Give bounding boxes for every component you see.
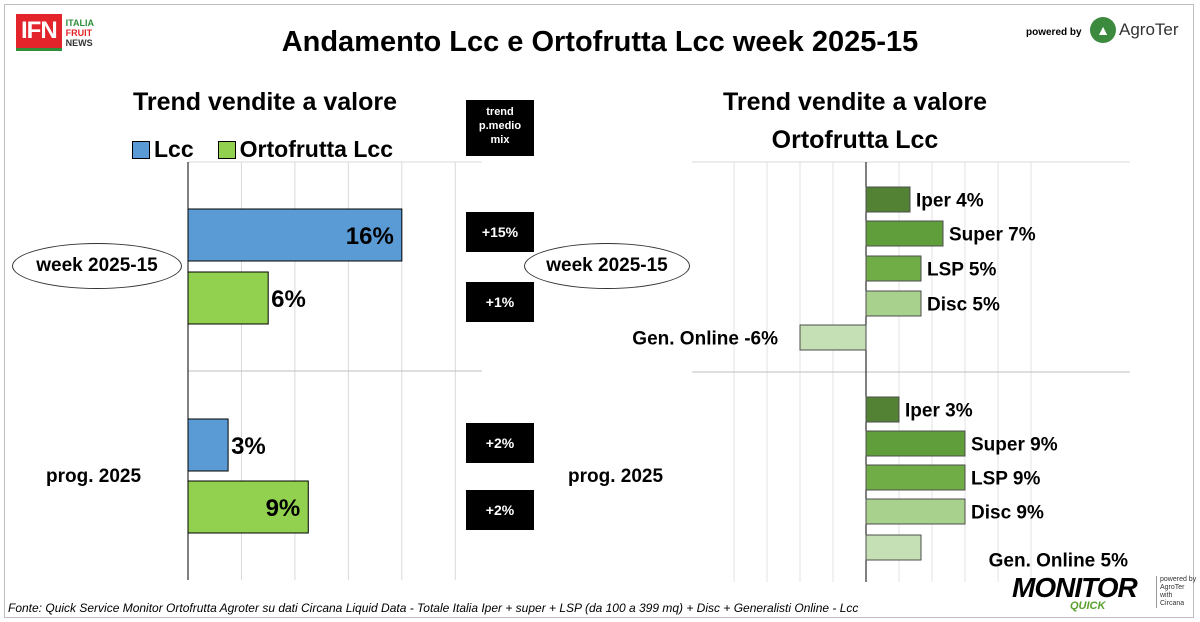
bar-gen-online-prog-2025 [865, 534, 922, 561]
monitor-side-credits: powered by AgroTer with Circana [1156, 576, 1196, 608]
bar-disc-prog-2025 [865, 498, 966, 525]
legend: Lcc Ortofrutta Lcc [132, 136, 393, 163]
source-footnote: Fonte: Quick Service Monitor Ortofrutta … [8, 601, 859, 615]
tree-icon: ▲ [1090, 17, 1116, 43]
monitor-quick-label: QUICK [1070, 600, 1106, 612]
data-label-disc-week-2025-15: Disc 5% [927, 295, 1000, 316]
data-label-iper-week-2025-15: Iper 4% [916, 191, 984, 212]
legend-label-lcc: Lcc [154, 136, 194, 162]
side-credit-4: Circana [1160, 600, 1185, 607]
ifn-line-1: ITALIA [65, 17, 94, 28]
data-label-super-prog-2025: Super 9% [971, 435, 1058, 456]
left-group-label-prog: prog. 2025 [46, 466, 142, 487]
agroter-logo: ▲ AgroTer [1090, 17, 1179, 43]
bar-lcc-week-2025-15 [187, 208, 403, 262]
trend-badge-lcc-prog: +2% [466, 423, 534, 463]
bar-gen-online-week-2025-15 [799, 324, 867, 351]
side-credit-3: with [1160, 592, 1173, 599]
bar-lcc-prog-2025 [187, 418, 229, 472]
data-label-lsp-prog-2025: LSP 9% [971, 469, 1040, 490]
slide-frame [4, 4, 1194, 618]
page-title: Andamento Lcc e Ortofrutta Lcc week 2025… [281, 26, 919, 58]
left-group-label-week: week 2025-15 [12, 243, 182, 289]
legend-swatch-lcc [132, 140, 150, 159]
ifn-logo-text: ITALIA FRUIT NEWS [66, 18, 94, 48]
data-label-gen-online-prog-2025: Gen. Online 5% [989, 551, 1128, 572]
data-label-lsp-week-2025-15: LSP 5% [927, 260, 996, 281]
bar-iper-week-2025-15 [865, 186, 911, 213]
trend-badge-lcc-week: +15% [466, 212, 534, 252]
bar-lsp-prog-2025 [865, 464, 966, 491]
legend-swatch-ortofrutta [217, 140, 236, 159]
data-label-lcc-prog-2025: 3% [231, 433, 266, 460]
trend-badge-ortofrutta-week: +1% [466, 282, 534, 322]
right-group-label-week: week 2025-15 [524, 243, 690, 289]
ifn-logo: IFN ITALIA FRUIT NEWS [16, 14, 94, 51]
data-label-gen-online-week-2025-15: Gen. Online -6% [632, 329, 778, 350]
right-chart-subtitle-1: Trend vendite a valore [723, 88, 987, 116]
right-chart-subtitle-2: Ortofrutta Lcc [771, 126, 939, 154]
trend-header-line-3: mix [490, 134, 510, 146]
monitor-logo: MONITOR [1012, 572, 1138, 603]
bar-iper-prog-2025 [865, 396, 900, 423]
data-label-ortofrutta-lcc-week-2025-15: 6% [271, 286, 306, 313]
bar-disc-week-2025-15 [865, 290, 922, 317]
bar-super-prog-2025 [865, 430, 966, 457]
right-group-label-prog: prog. 2025 [568, 466, 664, 487]
trend-header-line-2: p.medio [478, 120, 522, 132]
trend-badge-ortofrutta-prog: +2% [466, 490, 534, 530]
bar-super-week-2025-15 [865, 220, 944, 247]
side-credit-2: AgroTer [1160, 584, 1185, 591]
ifn-logo-mark: IFN [16, 14, 62, 51]
data-label-lcc-week-2025-15: 16% [346, 223, 394, 250]
trend-header-line-1: trend [486, 106, 514, 118]
agroter-name: AgroTer [1119, 20, 1179, 39]
trend-header-badge: trend p.medio mix [466, 100, 534, 156]
bar-lsp-week-2025-15 [865, 255, 922, 282]
ifn-line-2: FRUIT [65, 27, 93, 38]
data-label-ortofrutta-lcc-prog-2025: 9% [266, 495, 301, 522]
ifn-line-3: NEWS [65, 37, 93, 48]
legend-label-ortofrutta: Ortofrutta Lcc [239, 136, 393, 162]
data-label-iper-prog-2025: Iper 3% [905, 401, 973, 422]
powered-by-label: powered by [1026, 27, 1082, 38]
side-credit-1: powered by [1160, 576, 1197, 583]
data-label-disc-prog-2025: Disc 9% [971, 503, 1044, 524]
data-label-super-week-2025-15: Super 7% [949, 225, 1036, 246]
bar-ortofrutta-lcc-prog-2025 [187, 480, 309, 534]
bar-ortofrutta-lcc-week-2025-15 [187, 271, 269, 325]
left-chart-subtitle: Trend vendite a valore [133, 88, 397, 116]
